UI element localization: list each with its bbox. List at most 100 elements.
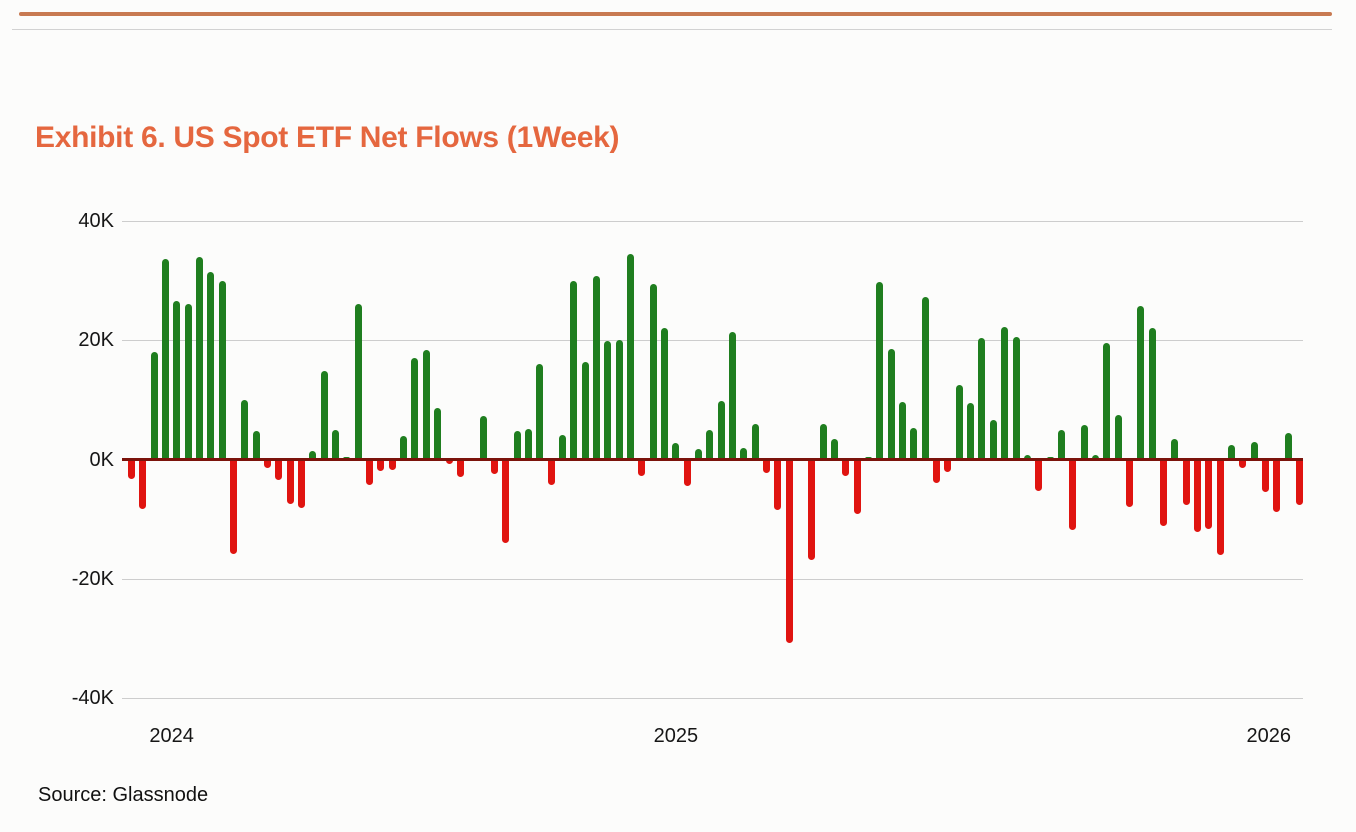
bar-negative bbox=[275, 459, 283, 481]
bar-negative bbox=[298, 459, 306, 509]
bar-positive bbox=[1103, 342, 1111, 460]
gridline bbox=[122, 698, 1303, 699]
bar-negative bbox=[1182, 459, 1190, 505]
bar-negative bbox=[366, 459, 374, 485]
bar-negative bbox=[377, 459, 385, 472]
bar-negative bbox=[853, 459, 861, 515]
y-tick-label: -20K bbox=[71, 567, 114, 590]
bar-positive bbox=[479, 415, 487, 460]
bar-negative bbox=[286, 459, 294, 504]
bar-negative bbox=[638, 459, 646, 477]
bar-negative bbox=[388, 459, 396, 470]
bar-positive bbox=[309, 450, 317, 460]
bar-positive bbox=[581, 361, 589, 460]
bar-positive bbox=[672, 442, 680, 460]
bar-positive bbox=[1091, 455, 1099, 460]
bar-positive bbox=[706, 430, 714, 460]
x-tick-label: 2024 bbox=[149, 725, 194, 747]
bar-positive bbox=[1227, 444, 1235, 460]
bar-positive bbox=[989, 420, 997, 460]
bar-positive bbox=[717, 401, 725, 460]
bar-positive bbox=[910, 428, 918, 460]
bar-positive bbox=[831, 439, 839, 460]
y-tick-label: 20K bbox=[78, 329, 114, 352]
bar-positive bbox=[173, 301, 181, 460]
bar-negative bbox=[785, 459, 793, 644]
bar-positive bbox=[422, 350, 430, 460]
gridline bbox=[122, 578, 1303, 580]
bar-negative bbox=[1069, 459, 1077, 531]
bar-positive bbox=[1148, 328, 1156, 460]
bar-positive bbox=[558, 435, 566, 460]
bar-positive bbox=[1012, 336, 1020, 460]
header-divider bbox=[12, 29, 1332, 30]
bar-positive bbox=[615, 340, 623, 460]
bar-positive bbox=[649, 284, 657, 460]
bar-positive bbox=[207, 272, 215, 460]
bar-positive bbox=[1080, 424, 1088, 460]
bar-positive bbox=[978, 337, 986, 460]
bar-negative bbox=[808, 459, 816, 560]
bar-negative bbox=[1261, 459, 1269, 493]
bar-negative bbox=[1035, 459, 1043, 491]
bar-positive bbox=[1023, 454, 1031, 460]
bar-negative bbox=[944, 459, 952, 473]
bar-negative bbox=[264, 459, 272, 468]
bar-positive bbox=[241, 399, 249, 460]
bar-positive bbox=[876, 282, 884, 460]
bar-negative bbox=[456, 459, 464, 477]
bar-positive bbox=[150, 352, 158, 460]
bar-positive bbox=[660, 327, 668, 460]
bar-positive bbox=[967, 402, 975, 460]
bar-positive bbox=[400, 435, 408, 460]
bar-negative bbox=[547, 459, 555, 485]
bar-negative bbox=[1239, 459, 1247, 468]
bar-positive bbox=[887, 348, 895, 460]
bar-positive bbox=[354, 304, 362, 460]
bar-negative bbox=[763, 459, 771, 473]
bar-positive bbox=[899, 401, 907, 460]
bar-positive bbox=[1001, 326, 1009, 460]
bar-positive bbox=[536, 364, 544, 460]
bar-positive bbox=[184, 304, 192, 460]
bar-positive bbox=[320, 371, 328, 460]
bar-negative bbox=[1125, 459, 1133, 508]
y-tick-label: 0K bbox=[89, 448, 114, 471]
bar-negative bbox=[1273, 459, 1281, 512]
bar-positive bbox=[592, 276, 600, 460]
source-note: Source: Glassnode bbox=[38, 784, 209, 806]
bar-positive bbox=[434, 408, 442, 460]
bar-positive bbox=[332, 429, 340, 460]
etf-net-flows-chart: 40K 20K 0K -20K -40K 2024 2025 2026 bbox=[0, 210, 1356, 766]
bar-positive bbox=[1114, 414, 1122, 460]
bar-negative bbox=[230, 459, 238, 554]
bar-positive bbox=[218, 280, 226, 460]
bar-negative bbox=[128, 459, 135, 479]
bar-positive bbox=[524, 429, 532, 460]
gridline bbox=[122, 340, 1303, 342]
x-tick-label: 2026 bbox=[1246, 725, 1292, 747]
bar-negative bbox=[1159, 459, 1167, 526]
bar-negative bbox=[1205, 459, 1213, 529]
y-tick-label: 40K bbox=[78, 210, 114, 232]
bar-positive bbox=[740, 447, 748, 460]
bar-negative bbox=[683, 459, 691, 487]
bar-negative bbox=[1216, 459, 1224, 556]
bar-negative bbox=[445, 459, 453, 464]
gridline bbox=[122, 221, 1303, 222]
bar-positive bbox=[411, 358, 419, 460]
bar-negative bbox=[933, 459, 941, 483]
bar-positive bbox=[1057, 429, 1065, 460]
zero-axis-line bbox=[122, 458, 1303, 461]
x-tick-label: 2025 bbox=[653, 725, 699, 747]
bar-negative bbox=[490, 459, 498, 475]
bar-positive bbox=[570, 280, 578, 460]
bar-negative bbox=[502, 459, 510, 543]
bar-negative bbox=[842, 459, 850, 476]
bar-positive bbox=[626, 253, 634, 460]
bar-negative bbox=[1193, 459, 1201, 532]
bar-positive bbox=[1137, 305, 1145, 460]
bar-positive bbox=[751, 424, 759, 460]
page-title: Exhibit 6. US Spot ETF Net Flows (1Week) bbox=[35, 121, 620, 155]
bar-positive bbox=[729, 332, 736, 460]
